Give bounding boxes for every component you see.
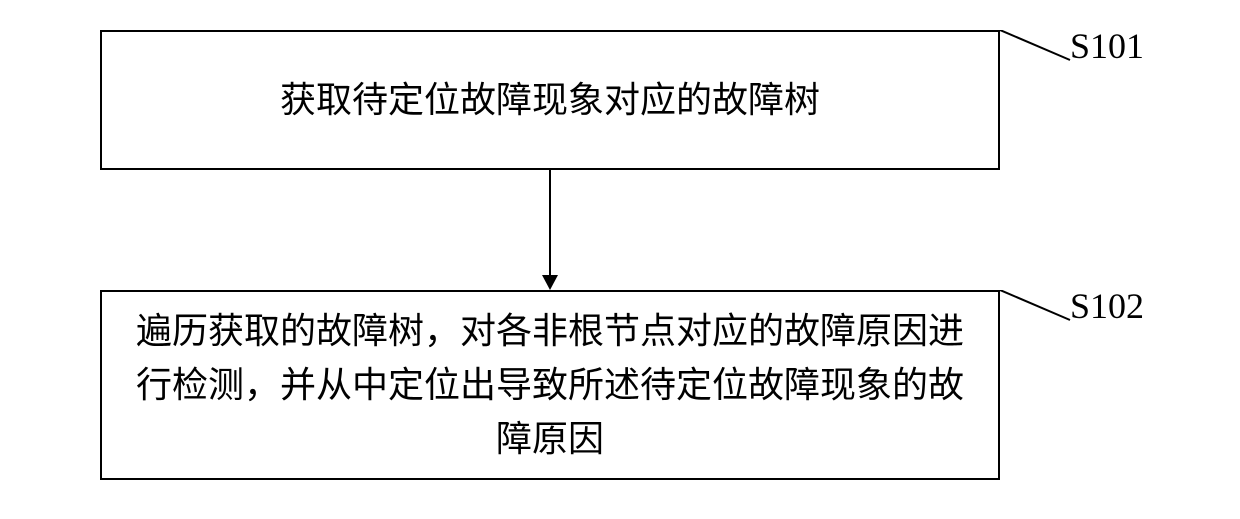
step-label-s101: S101	[1070, 25, 1144, 67]
leader-line-s101	[1000, 30, 1075, 65]
flowchart-container: 获取待定位故障现象对应的故障树 S101 遍历获取的故障树，对各非根节点对应的故…	[0, 0, 1240, 519]
connector-arrow	[540, 170, 560, 290]
step-box-s102: 遍历获取的故障树，对各非根节点对应的故障原因进行检测，并从中定位出导致所述待定位…	[100, 290, 1000, 480]
step-text-s101: 获取待定位故障现象对应的故障树	[280, 73, 820, 127]
step-text-s102: 遍历获取的故障树，对各非根节点对应的故障原因进行检测，并从中定位出导致所述待定位…	[122, 304, 978, 466]
leader-line-s102	[1000, 290, 1075, 325]
step-box-s101: 获取待定位故障现象对应的故障树	[100, 30, 1000, 170]
step-label-s102: S102	[1070, 285, 1144, 327]
